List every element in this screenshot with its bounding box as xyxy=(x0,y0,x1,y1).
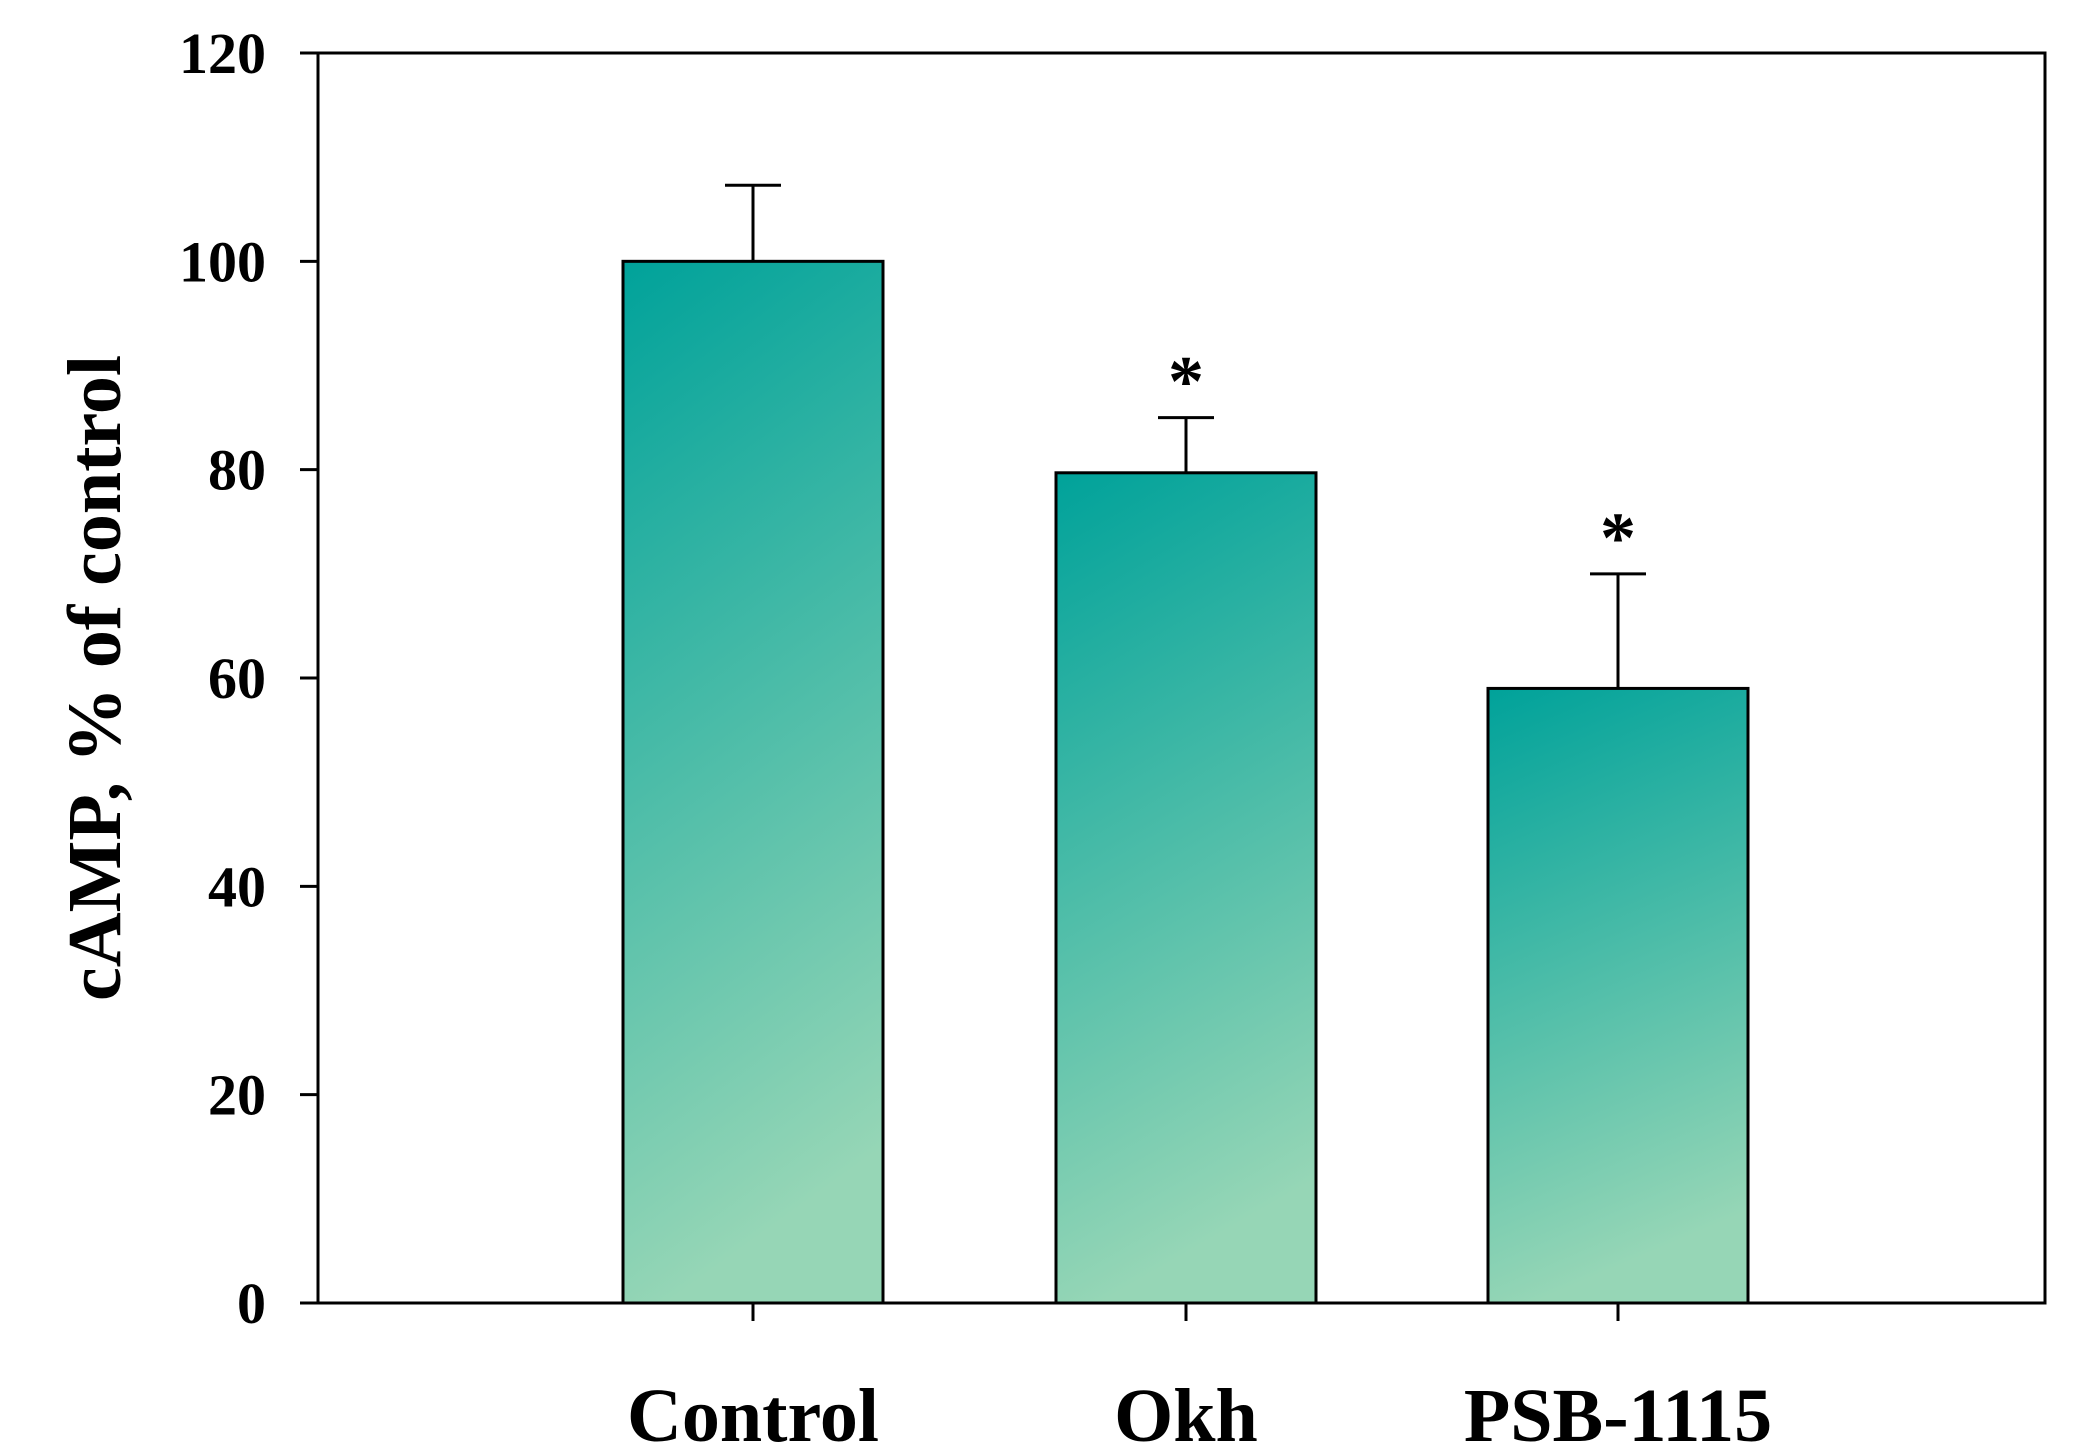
y-tick-label: 0 xyxy=(237,1271,266,1336)
y-tick-label: 80 xyxy=(208,438,266,503)
x-tick-label-okh: Okh xyxy=(1114,1374,1258,1455)
error-bars-layer: ** xyxy=(725,183,1646,689)
y-tick-label: 60 xyxy=(208,646,266,711)
bar-psb-1115 xyxy=(1486,686,1750,1305)
y-tick-label: 120 xyxy=(179,21,266,86)
y-tick-label: 20 xyxy=(208,1063,266,1128)
significance-mark-okh: * xyxy=(1168,342,1204,422)
significance-mark-psb-1115: * xyxy=(1600,498,1636,578)
x-tick-label-psb-1115: PSB-1115 xyxy=(1464,1374,1772,1455)
y-axis-title: cAMP, % of control xyxy=(53,355,137,1001)
bars-layer xyxy=(621,259,1750,1305)
y-tick-label: 40 xyxy=(208,854,266,919)
bar-control xyxy=(621,259,885,1305)
x-axis: Control Okh PSB-1115 xyxy=(627,1303,1772,1455)
y-axis: 0 20 40 60 80 100 120 xyxy=(179,21,318,1336)
bar-okh xyxy=(1054,471,1318,1305)
x-tick-label-control: Control xyxy=(627,1374,879,1455)
y-tick-label: 100 xyxy=(179,229,266,294)
